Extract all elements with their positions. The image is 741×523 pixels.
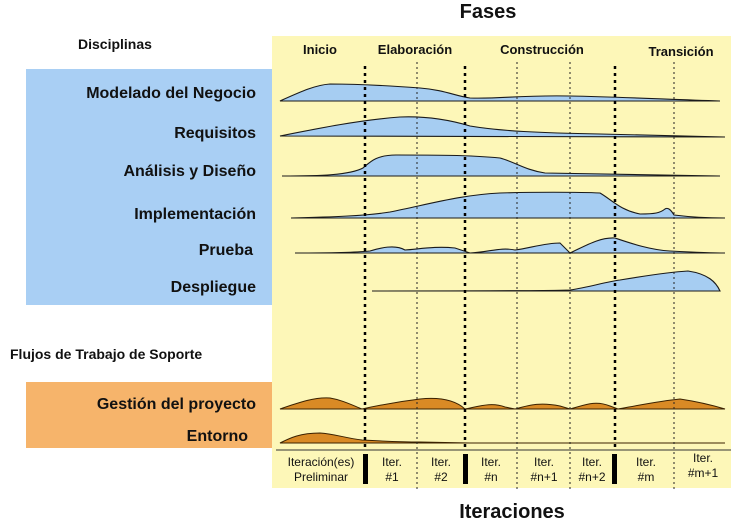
iterations-title: Iteraciones bbox=[459, 501, 565, 523]
hump-modelado bbox=[279, 83, 721, 102]
humps-disciplines bbox=[279, 83, 726, 292]
hump-gestion bbox=[279, 397, 726, 410]
hump-requisitos bbox=[279, 116, 726, 138]
iteration-label-m1a: Iter. bbox=[693, 451, 713, 465]
support-band bbox=[26, 382, 276, 448]
hump-prueba bbox=[294, 237, 726, 254]
discipline-label-requisitos: Requisitos bbox=[174, 125, 256, 142]
hump-analisis bbox=[281, 154, 721, 177]
iteration-label-na: Iter. bbox=[481, 455, 501, 469]
hump-despliegue bbox=[371, 270, 721, 292]
iteration-label-n1a: Iter. bbox=[534, 455, 554, 469]
iteration-separators bbox=[416, 62, 675, 490]
iteration-label-ma: Iter. bbox=[636, 455, 656, 469]
iteration-label-nb: #n bbox=[484, 470, 497, 484]
phase-construccion: Construcción bbox=[500, 42, 584, 57]
support-label-entorno: Entorno bbox=[187, 428, 249, 445]
iteration-label-n2a: Iter. bbox=[582, 455, 602, 469]
phase-inicio: Inicio bbox=[303, 42, 337, 57]
iteration-label-2b: #2 bbox=[434, 470, 448, 484]
phase-separators bbox=[363, 66, 617, 450]
phase-transicion: Transición bbox=[648, 44, 713, 59]
support-header: Flujos de Trabajo de Soporte bbox=[10, 346, 202, 362]
hump-entorno bbox=[279, 432, 725, 444]
iteration-label-preliminar-2: Preliminar bbox=[294, 470, 348, 484]
phases-title: Fases bbox=[460, 1, 517, 23]
iteration-label-1b: #1 bbox=[385, 470, 399, 484]
discipline-label-prueba: Prueba bbox=[199, 242, 253, 259]
discipline-label-despliegue: Despliegue bbox=[171, 279, 256, 296]
iteration-label-n1b: #n+1 bbox=[530, 470, 557, 484]
iteration-label-m1b: #m+1 bbox=[688, 466, 719, 480]
discipline-label-implementacion: Implementación bbox=[134, 206, 256, 223]
iteration-label-mb: #m bbox=[638, 470, 655, 484]
discipline-label-analisis: Análisis y Diseño bbox=[124, 163, 257, 180]
iteration-label-n2b: #n+2 bbox=[578, 470, 605, 484]
disciplines-header: Disciplinas bbox=[78, 36, 152, 52]
discipline-label-modelado: Modelado del Negocio bbox=[86, 85, 256, 102]
iteration-phase-bars bbox=[363, 454, 617, 484]
support-label-gestion: Gestión del proyecto bbox=[97, 396, 256, 413]
discipline-band bbox=[26, 69, 276, 305]
iteration-label-preliminar-1: Iteración(es) bbox=[288, 455, 355, 469]
iteration-label-2a: Iter. bbox=[431, 455, 451, 469]
humps-support bbox=[279, 397, 726, 444]
chart-area bbox=[272, 36, 731, 488]
phase-elaboracion: Elaboración bbox=[378, 42, 452, 57]
hump-implementacion bbox=[290, 191, 726, 219]
iteration-label-1a: Iter. bbox=[382, 455, 402, 469]
